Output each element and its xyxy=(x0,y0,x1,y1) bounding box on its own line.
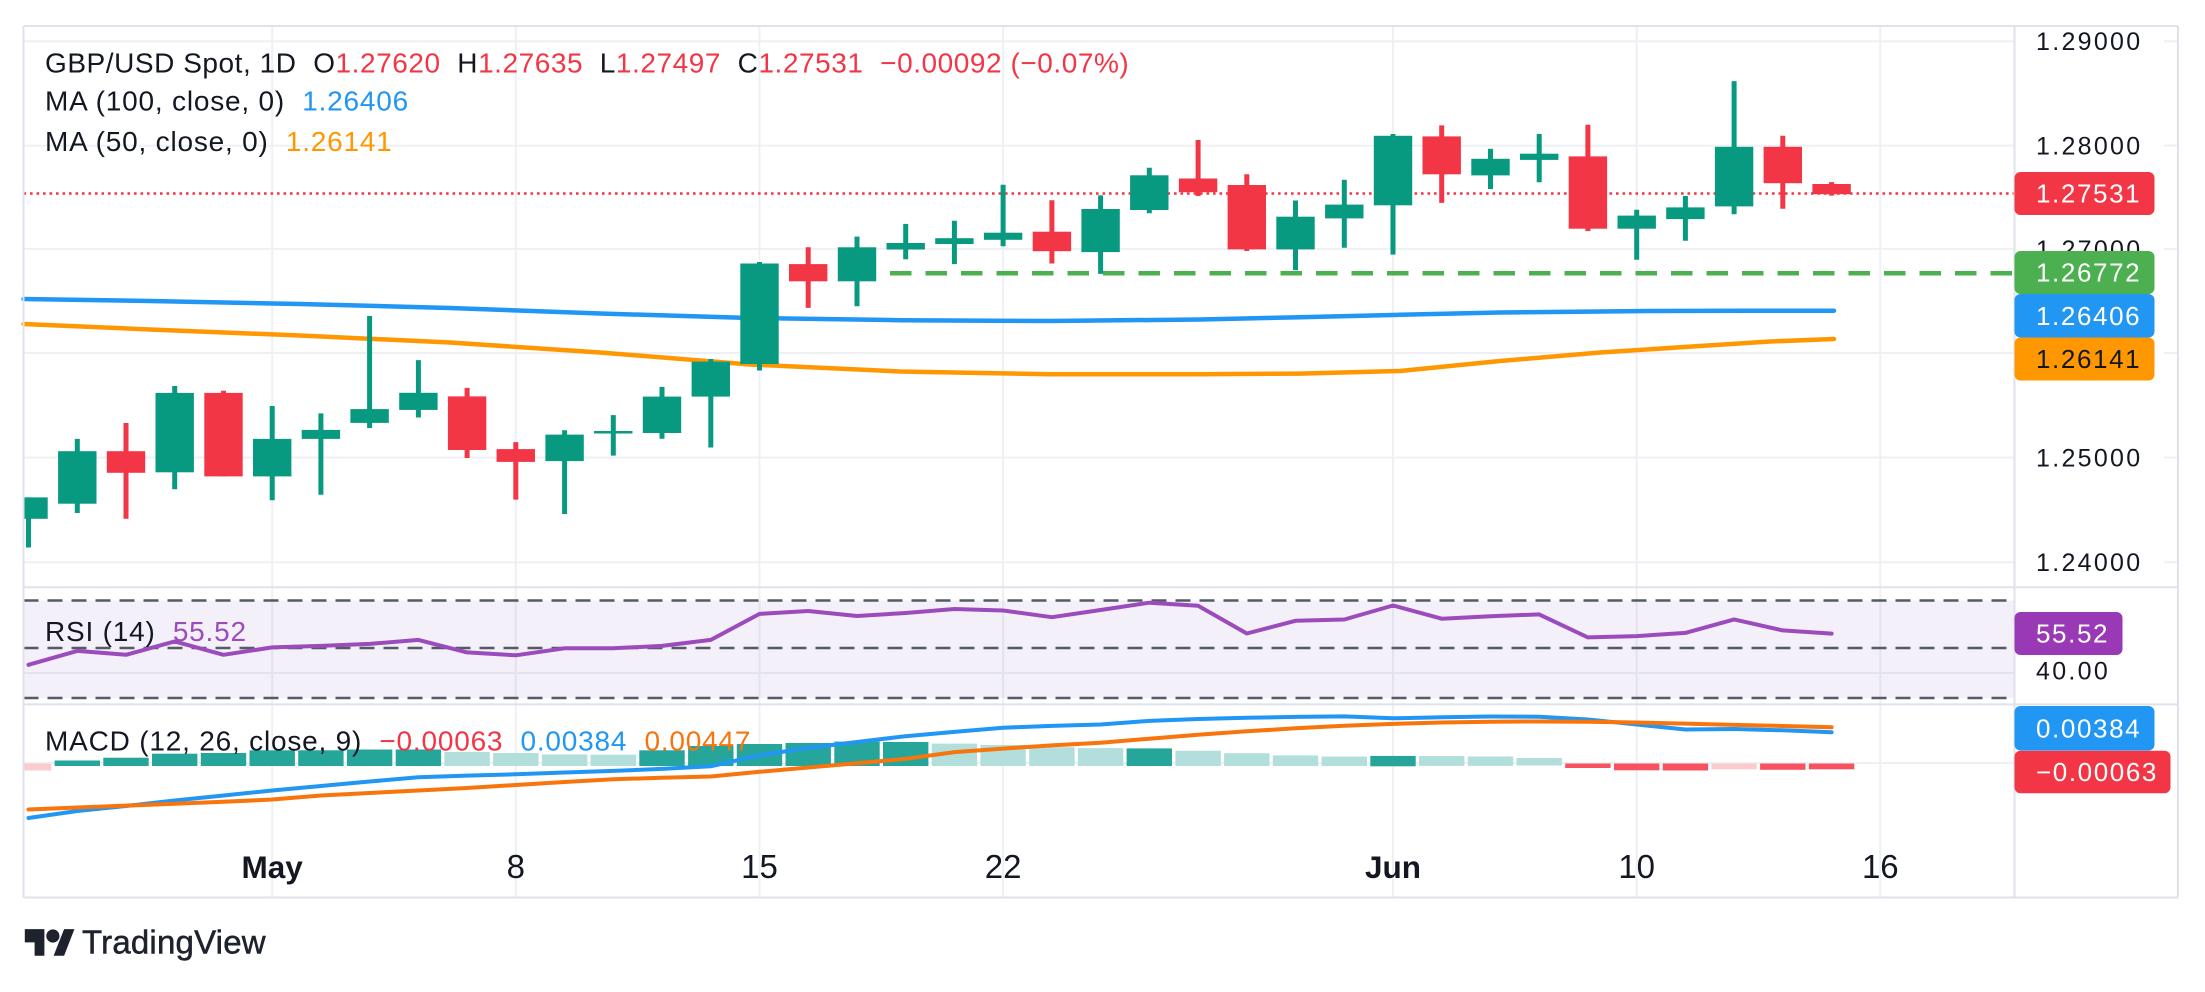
svg-text:16: 16 xyxy=(1862,848,1899,885)
svg-text:May: May xyxy=(242,849,304,885)
svg-text:40.00: 40.00 xyxy=(2036,658,2110,686)
svg-text:1.24000: 1.24000 xyxy=(2036,549,2142,577)
svg-text:1.26141: 1.26141 xyxy=(2036,344,2141,374)
svg-text:GBP/USD Spot, 1D O1.27620 H1: GBP/USD Spot, 1D O1.27620 H1.27635 L1.27… xyxy=(45,47,1129,78)
svg-text:1.28000: 1.28000 xyxy=(2036,133,2142,161)
svg-text:55.52: 55.52 xyxy=(2036,619,2109,649)
svg-text:Jun: Jun xyxy=(1365,849,1421,885)
svg-text:1.29000: 1.29000 xyxy=(2036,28,2142,56)
svg-text:0.00384: 0.00384 xyxy=(2036,713,2141,743)
svg-text:1.27531: 1.27531 xyxy=(2036,179,2141,209)
svg-text:10: 10 xyxy=(1618,848,1655,885)
svg-text:22: 22 xyxy=(985,848,1022,885)
svg-text:TradingView: TradingView xyxy=(82,924,266,961)
svg-text:−0.00063: −0.00063 xyxy=(2036,757,2158,787)
svg-text:MACD (12, 26, close, 9) −0.00: MACD (12, 26, close, 9) −0.00063 0.00384… xyxy=(45,726,751,757)
svg-text:8: 8 xyxy=(507,848,525,885)
svg-text:1.25000: 1.25000 xyxy=(2036,445,2142,473)
svg-text:15: 15 xyxy=(741,848,778,885)
svg-text:1.26772: 1.26772 xyxy=(2036,258,2141,288)
svg-text:MA (100, close, 0) 1.26406: MA (100, close, 0) 1.26406 xyxy=(45,85,409,116)
svg-text:1.26406: 1.26406 xyxy=(2036,301,2141,331)
svg-text:MA (50, close, 0) 1.26141: MA (50, close, 0) 1.26141 xyxy=(45,126,393,157)
svg-text:RSI (14) 55.52: RSI (14) 55.52 xyxy=(45,616,247,647)
